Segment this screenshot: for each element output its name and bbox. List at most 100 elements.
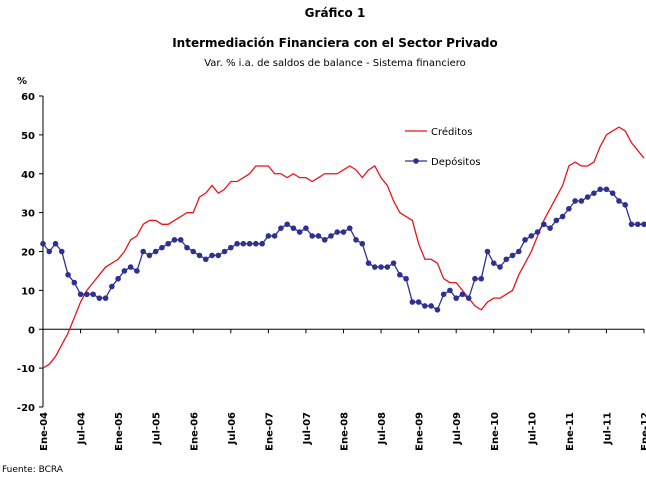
x-tick-label: Jul-11 [602, 412, 613, 445]
series-marker [409, 299, 416, 305]
series-marker [547, 225, 553, 231]
series-marker [265, 233, 272, 239]
series-marker [534, 229, 541, 235]
series-marker [221, 248, 228, 255]
series-marker [165, 240, 172, 247]
series-marker [378, 264, 384, 270]
series-marker [484, 248, 491, 255]
chart-description: Var. % i.a. de saldos de balance - Siste… [204, 58, 466, 69]
series-marker [184, 244, 190, 251]
series-marker [384, 264, 391, 270]
series-marker [397, 272, 403, 278]
series-marker [246, 240, 253, 247]
series-marker [541, 221, 547, 228]
series-marker [403, 275, 409, 282]
y-tick-label: -10 [17, 364, 35, 375]
x-tick-label: Ene-12 [640, 412, 646, 451]
series-marker [346, 225, 353, 231]
legend-label: Créditos [431, 126, 472, 138]
series-marker [84, 291, 90, 298]
x-tick-label: Ene-04 [39, 412, 50, 451]
series-marker [315, 233, 322, 239]
series-marker [584, 194, 591, 200]
series-marker [465, 295, 472, 301]
y-tick-label: 0 [28, 325, 35, 336]
x-tick-label: Jul-05 [152, 412, 163, 445]
series-marker [121, 268, 128, 274]
series-marker [140, 248, 146, 255]
y-tick-label: 30 [21, 209, 35, 220]
series-marker [459, 291, 466, 298]
x-tick-label: Ene-11 [565, 412, 576, 451]
series-marker [428, 303, 434, 309]
series-marker [146, 252, 153, 259]
y-tick-label: 20 [21, 248, 35, 259]
series-marker [328, 233, 334, 239]
series-marker [509, 252, 516, 259]
series-marker [259, 240, 265, 247]
chart-subtitle: Intermediación Financiera con el Sector … [172, 36, 498, 50]
series-marker [628, 221, 635, 228]
series-marker [528, 233, 535, 239]
series-marker [340, 229, 347, 235]
series-marker [253, 240, 259, 247]
series-marker [472, 275, 478, 282]
y-tick-label: 50 [21, 131, 35, 142]
series-marker [190, 248, 197, 255]
series-marker [334, 229, 341, 235]
series-marker [390, 260, 397, 266]
y-tick-label: 40 [21, 170, 35, 181]
x-tick-label: Ene-05 [114, 412, 125, 451]
series-marker [578, 198, 585, 204]
series-marker [58, 248, 65, 255]
series-marker [478, 275, 485, 282]
series-line [42, 188, 644, 311]
y-tick-label: 10 [21, 286, 35, 297]
series-marker [503, 256, 510, 263]
series-marker [278, 225, 284, 231]
series-marker [353, 237, 359, 243]
legend-label: Depósitos [431, 156, 481, 168]
series-marker [641, 221, 646, 228]
series-marker [171, 237, 178, 243]
series-marker [572, 198, 578, 204]
series-marker [209, 252, 215, 259]
legend-marker [413, 158, 419, 164]
series-marker [240, 240, 247, 247]
x-tick-label: Jul-07 [302, 412, 313, 445]
series-marker [77, 291, 84, 298]
series-marker [90, 291, 96, 298]
series-marker [134, 268, 140, 274]
series-marker [159, 244, 165, 251]
series-marker [566, 205, 572, 212]
series-marker [102, 295, 109, 301]
series-marker [434, 307, 441, 313]
series-marker [215, 252, 222, 259]
series-marker [290, 225, 297, 231]
x-tick-label: Jul-06 [227, 412, 238, 445]
series-marker [497, 264, 503, 270]
x-tick-label: Ene-06 [189, 412, 200, 451]
chart-title: Gráfico 1 [305, 6, 366, 20]
series-marker [109, 283, 115, 290]
x-tick-label: Jul-04 [77, 412, 88, 445]
series-marker [115, 275, 121, 282]
series-marker [228, 244, 234, 251]
y-axis-label: % [17, 76, 27, 87]
series-marker [296, 229, 303, 235]
series-marker [365, 260, 372, 266]
series-marker [515, 248, 522, 255]
series-marker [152, 248, 159, 255]
source: Fuente: BCRA [2, 465, 64, 475]
series-marker [359, 240, 366, 247]
y-tick-label: -20 [17, 403, 35, 414]
series-line [42, 126, 645, 369]
series-marker [447, 287, 453, 294]
series-marker [127, 264, 134, 270]
series-marker [196, 252, 203, 259]
x-tick-label: Jul-10 [527, 412, 538, 445]
x-tick-label: Ene-09 [415, 412, 426, 451]
series-marker [372, 264, 378, 270]
series-marker [622, 202, 629, 208]
